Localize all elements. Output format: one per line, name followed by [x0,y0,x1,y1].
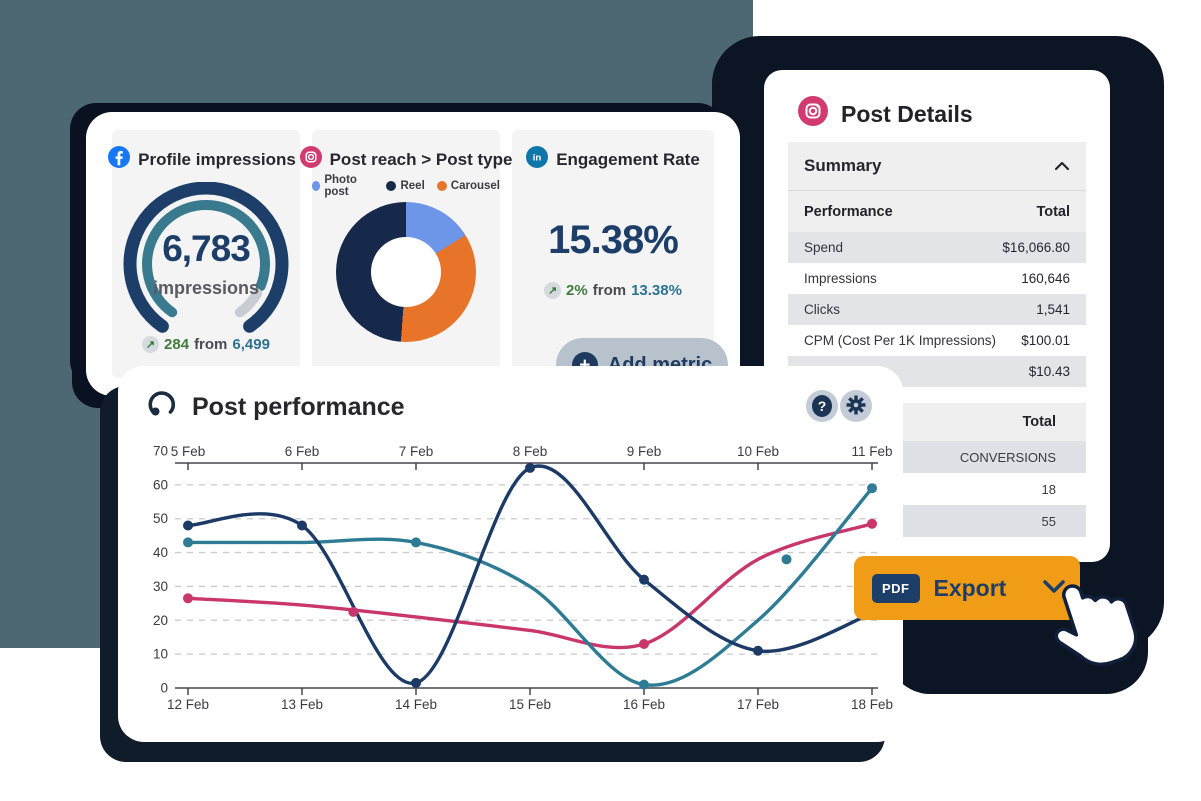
legend-item: Carousel [436,174,500,198]
card-title: Engagement Rate [556,149,700,169]
column-header-performance: Performance [804,203,893,220]
delta-value: 2% [566,282,588,299]
svg-text:11 Feb: 11 Feb [851,444,892,459]
gear-icon [845,394,867,419]
svg-text:70: 70 [153,444,168,459]
metrics-dashboard-card: Profile impressions 6,783 impressions ↗ … [86,112,740,396]
instagram-icon [798,96,828,132]
engagement-rate-card: in Engagement Rate 15.38% ↗ 2% from 13.3… [512,130,714,378]
svg-text:13 Feb: 13 Feb [281,697,323,712]
table-row: Clicks 1,541 [788,294,1086,325]
table-row: 18 [788,473,1086,505]
donut-legend: Photo post Reel Carousel [312,174,500,198]
legend-item: Reel [386,174,425,198]
donut-hole [371,237,441,307]
row-value: $10.43 [1028,364,1070,379]
profile-impressions-card: Profile impressions 6,783 impressions ↗ … [108,130,300,378]
row-label: Clicks [804,302,840,317]
help-button[interactable]: ? [806,390,838,422]
column-header-total: Total [1036,203,1070,220]
performance-table-body: Spend $16,066.80 Impressions 160,646 Clicks 1… [788,232,1086,387]
row-value: $16,066.80 [1002,240,1070,255]
row-value: $100.01 [1021,333,1070,348]
speedometer-icon [146,388,178,427]
table-row: CPM (Cost Per 1K Impressions) $100.01 [788,325,1086,356]
row-value: CONVERSIONS [959,449,1056,465]
row-value: 18 [1041,481,1056,497]
row-label: Spend [804,240,844,255]
svg-text:9 Feb: 9 Feb [627,444,662,459]
instagram-icon [299,146,322,173]
svg-text:50: 50 [153,511,168,526]
post-type-donut-chart [336,202,476,342]
previous-value: 6,499 [232,336,270,353]
performance-table-header: Performance Total [788,191,1086,232]
row-value: 1,541 [1036,302,1070,317]
export-label: Export [933,574,1007,601]
export-button[interactable]: PDF Export [854,556,1080,620]
svg-text:18 Feb: 18 Feb [851,697,893,712]
row-label: CPM (Cost Per 1K Impressions) [804,333,997,348]
impressions-unit: impressions [152,278,260,298]
svg-text:12 Feb: 12 Feb [167,697,209,712]
summary-label: Summary [804,156,882,175]
gauge-progress-arc [142,199,270,318]
card-title: Profile impressions [138,149,296,169]
gauge-remainder-arc [234,288,263,318]
facebook-icon [108,146,131,173]
panel-title: Post Details [841,100,973,127]
engagement-value: 15.38% [548,218,679,262]
table-row: Spend $16,066.80 [788,232,1086,263]
post-performance-card: Post performance ? 0 10 20 30 40 50 60 70 5 Feb 1… [118,366,903,742]
row-value: 160,646 [1021,271,1070,286]
svg-text:16 Feb: 16 Feb [623,697,665,712]
svg-text:30: 30 [153,579,168,594]
svg-text:6 Feb: 6 Feb [285,444,320,459]
previous-value: 13.38% [631,282,682,299]
table-row: Impressions 160,646 [788,263,1086,294]
chart-title: Post performance [192,393,405,421]
svg-text:60: 60 [153,477,168,492]
svg-text:10: 10 [153,647,168,662]
post-reach-card: Post reach > Post type Photo post Reel Car… [299,130,512,378]
impressions-value: 6,783 [162,228,251,269]
svg-text:5 Feb: 5 Feb [171,444,206,459]
impressions-gauge [118,181,294,340]
chevron-down-icon[interactable] [1042,579,1066,597]
delta-from-label: from [194,336,228,353]
question-mark-icon: ? [812,395,832,417]
delta-value: 284 [164,336,190,353]
legend-item: Photo post [312,174,374,198]
row-label: Impressions [804,271,877,286]
trend-up-icon: ↗ [544,282,562,299]
post-performance-line-chart: 0 10 20 30 40 50 60 70 5 Feb 12 Feb 6 Feb 13 Feb 7 F… [153,444,893,713]
trend-up-icon: ↗ [142,336,160,353]
svg-text:15 Feb: 15 Feb [509,697,551,712]
linkedin-icon: in [526,146,549,173]
svg-text:10 Feb: 10 Feb [737,444,779,459]
svg-text:0: 0 [160,681,168,696]
svg-text:in: in [533,153,542,164]
settings-button[interactable] [840,390,872,422]
pdf-format-badge: PDF [872,573,920,603]
gauge-outer-arc [123,181,289,333]
svg-text:17 Feb: 17 Feb [737,697,779,712]
svg-text:8 Feb: 8 Feb [513,444,548,459]
delta-from-label: from [592,282,627,299]
chevron-up-icon [1054,156,1070,176]
row-value: 55 [1041,513,1056,529]
svg-text:14 Feb: 14 Feb [395,697,437,712]
svg-text:40: 40 [153,545,168,560]
svg-text:20: 20 [153,613,168,628]
summary-section-header[interactable]: Summary [788,142,1086,191]
card-title: Post reach > Post type [329,149,513,169]
svg-text:7 Feb: 7 Feb [399,444,434,459]
hand-cursor-icon [1028,558,1162,695]
